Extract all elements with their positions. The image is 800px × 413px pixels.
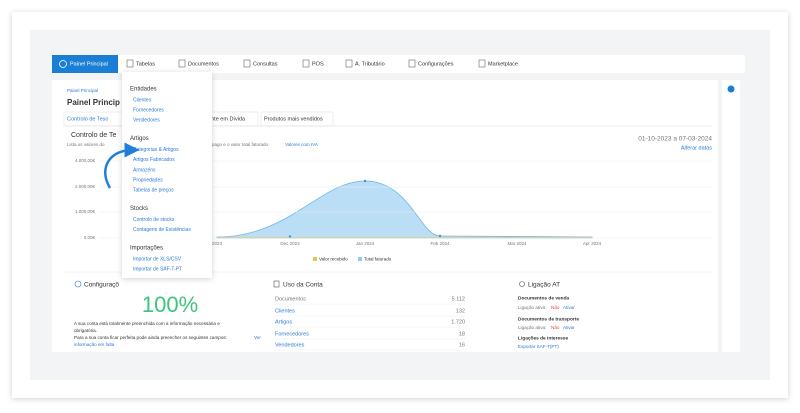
usage-value: 16 <box>459 342 465 348</box>
at-heading: Documentos de venda <box>518 295 570 301</box>
tab-label: Produtos mais vendidos <box>264 116 323 122</box>
y-axis-label: 4.000,00€ <box>75 158 96 163</box>
x-axis-label: Jan 2024 <box>356 241 375 246</box>
menu-group-title: Importações <box>130 246 163 252</box>
config-link[interactable]: informação em falta <box>74 342 115 347</box>
nav-item: Configurações <box>418 61 454 67</box>
menu-group-title: Stocks <box>130 206 148 212</box>
menu-item[interactable]: Contagens de Existências <box>133 227 191 233</box>
nav-icon <box>302 59 310 68</box>
legend-swatch <box>358 257 362 261</box>
menu-item[interactable]: Armazéns <box>133 167 156 173</box>
y-axis-label: 2.000,00€ <box>75 184 96 189</box>
nav-bar <box>52 55 745 73</box>
nav-item: Consultas <box>253 61 278 67</box>
nav-item: Marketplace <box>488 61 518 67</box>
chart-point <box>363 179 367 183</box>
at-status-no: Não <box>551 325 560 330</box>
legend-swatch <box>313 257 317 261</box>
nav-item: Painel Principal <box>70 61 108 67</box>
menu-group-title: Artigos <box>130 136 149 142</box>
menu-item[interactable]: Clientes <box>133 97 152 103</box>
section-title: Controlo de Te <box>71 132 117 139</box>
subtitle: Lista os valores do <box>67 142 105 147</box>
subtitle: pago e o valor total faturado. <box>212 142 269 147</box>
menu-item[interactable]: Tabelas de preços <box>133 188 174 194</box>
nav-item: Tabelas <box>136 61 155 67</box>
menu-item[interactable]: Fornecedores <box>133 108 164 114</box>
nav-icon <box>178 59 186 68</box>
nav-icon <box>243 59 251 68</box>
x-axis-label: Dec 2023 <box>280 241 300 246</box>
nav-icon <box>59 60 67 68</box>
legend-label: Valor recebido <box>319 257 348 262</box>
at-heading: Documentos de transporte <box>518 316 579 322</box>
nav-item: Documentos <box>188 61 219 67</box>
card-title: Configuraçõ <box>84 282 119 289</box>
menu-item[interactable]: Vendedores <box>133 118 160 124</box>
at-status-no: Não <box>551 305 560 310</box>
x-axis-label: Feb 2024 <box>430 241 450 246</box>
at-status: Ligação ativa: <box>518 325 546 330</box>
card-title: Ligação AT <box>528 282 560 289</box>
at-heading: Ligações de Interesse <box>518 335 568 341</box>
dropdown <box>122 72 212 278</box>
page-title: Painel Princip <box>67 98 120 107</box>
card-title: Uso da Conta <box>283 282 323 289</box>
config-text: obrigatória. <box>74 328 97 333</box>
nav-item: A. Tributário <box>355 61 385 67</box>
nav-icon <box>478 59 486 68</box>
legend-label: Total faturado <box>364 257 392 262</box>
menu-item[interactable]: Importar de SAF-T-PT <box>133 267 182 273</box>
y-axis-label: 1.000,00€ <box>75 209 96 214</box>
menu-item[interactable]: Artigos Fabricados <box>133 157 175 163</box>
nav-icon <box>408 59 416 68</box>
nav-item: POS <box>312 61 324 67</box>
menu-item[interactable]: Categorias & Artigos <box>133 147 179 153</box>
period: 01-10-2023 a 07-03-2024 <box>638 136 712 143</box>
side-strip <box>722 80 740 352</box>
tab-label: dente em Dívida <box>205 116 246 122</box>
card-icon <box>519 281 525 287</box>
chart-point <box>288 235 292 238</box>
usage-label[interactable]: Clientes <box>275 308 295 314</box>
at-status: Ligação ativa: <box>518 305 546 310</box>
usage-value: 5.112 <box>452 296 465 302</box>
usage-value: 132 <box>456 308 465 314</box>
tab-label[interactable]: Controlo de Teso <box>67 116 108 122</box>
breadcrumb[interactable]: Painel Principal <box>67 88 98 93</box>
change-dates[interactable]: Alterar datas <box>681 145 712 151</box>
nav-active[interactable] <box>52 55 118 73</box>
usage-label[interactable]: Vendedores <box>275 342 305 348</box>
usage-label: Documentos <box>275 296 306 302</box>
at-activate[interactable]: Ativar <box>563 305 575 310</box>
menu-item[interactable]: Controlo de stocks <box>133 217 175 223</box>
nav-icon <box>345 59 353 68</box>
usage-value: 18 <box>459 331 465 337</box>
x-axis-label: Apr 2024 <box>583 241 602 246</box>
menu-group-title: Entidades <box>130 87 157 93</box>
config-link[interactable]: Ver <box>254 335 261 340</box>
at-export[interactable]: Exportar SAF-T(PT) <box>518 344 559 349</box>
usage-label[interactable]: Artigos <box>275 319 292 325</box>
menu-item[interactable]: Propriedades <box>133 178 163 184</box>
completion-percent: 100% <box>142 292 198 317</box>
x-axis-label: 2023 <box>212 241 223 246</box>
at-activate[interactable]: Ativar <box>563 325 575 330</box>
side-toggle[interactable] <box>727 85 735 93</box>
usage-value: 1.720 <box>451 319 465 325</box>
pointer-arrow <box>104 142 140 189</box>
x-axis-label: Mar 2024 <box>507 241 527 246</box>
card-icon <box>273 280 280 288</box>
y-axis-label: 0,00€ <box>84 235 96 240</box>
nav-icon <box>126 59 134 68</box>
chart-point <box>438 234 442 238</box>
config-text: Para a sua conta ficar perfeita pode ain… <box>74 335 227 340</box>
menu-item[interactable]: Importar de XLS/CSV <box>133 256 182 262</box>
config-text: A sua conta está totalmente preenchida c… <box>74 321 220 326</box>
card-icon <box>74 280 82 288</box>
usage-label[interactable]: Fornecedores <box>275 331 309 337</box>
subtitle-link[interactable]: Valores com IVA <box>285 142 318 147</box>
